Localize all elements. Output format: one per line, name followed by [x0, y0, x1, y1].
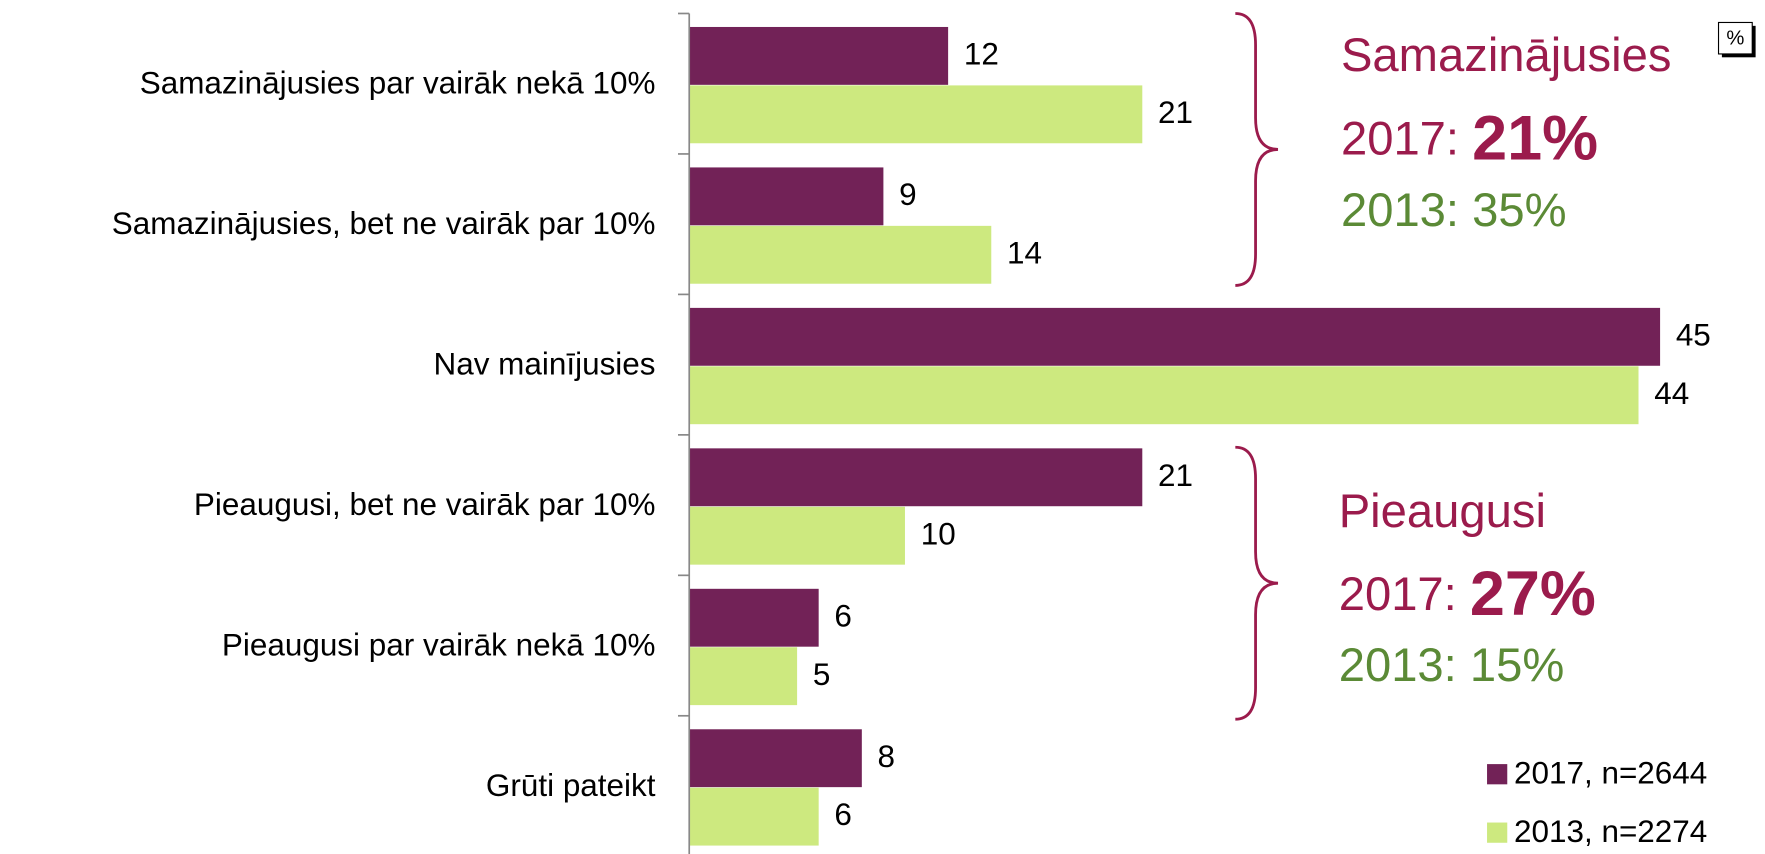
annotation-value: 27%	[1470, 558, 1596, 628]
unit-box	[1717, 21, 1753, 55]
category-label: Nav mainījusies	[434, 347, 656, 382]
bar	[689, 588, 819, 647]
bar	[689, 787, 819, 846]
legend-label: 2017, n=2644	[1514, 756, 1707, 791]
category-label: Samazinājusies par vairāk nekā 10%	[140, 66, 656, 101]
legend-label: 2013, n=2274	[1514, 814, 1707, 849]
value-label: 6	[834, 797, 852, 832]
annotation-line: 2013: 35%	[1341, 184, 1567, 237]
value-label: 44	[1654, 376, 1689, 411]
bar	[689, 307, 1661, 366]
annotation-title: Pieaugusi	[1339, 485, 1546, 538]
legend-swatch	[1487, 822, 1508, 843]
bar	[689, 448, 1143, 507]
annotation-value: 21%	[1472, 103, 1598, 173]
value-label: 5	[813, 657, 831, 692]
value-label: 12	[964, 36, 999, 71]
category-label: Grūti pateikt	[486, 768, 656, 803]
annotation-label: 2017:	[1341, 113, 1459, 166]
category-label: Pieaugusi, bet ne vairāk par 10%	[194, 487, 656, 522]
annotation-label: 2017:	[1339, 568, 1457, 621]
bar	[689, 366, 1639, 425]
brace	[1235, 445, 1279, 721]
bar	[689, 647, 798, 706]
value-label: 45	[1676, 317, 1711, 352]
bar	[689, 729, 862, 788]
value-label: 21	[1158, 458, 1193, 493]
bar	[689, 85, 1143, 144]
value-label: 8	[878, 739, 896, 774]
annotation-line: 2017: 27%	[1339, 558, 1596, 628]
bar	[689, 26, 949, 85]
bar	[689, 167, 884, 226]
value-label: 6	[834, 598, 852, 633]
annotation-line: 2013: 15%	[1339, 639, 1565, 692]
value-label: 10	[921, 516, 956, 551]
bar	[689, 225, 992, 284]
bar	[689, 506, 905, 565]
brace	[1235, 12, 1279, 287]
value-label: 9	[899, 177, 917, 212]
annotation-title: Samazinājusies	[1341, 29, 1671, 82]
category-label: Pieaugusi par vairāk nekā 10%	[222, 628, 656, 663]
annotation-line: 2017: 21%	[1341, 103, 1598, 173]
unit-label: %	[1726, 28, 1744, 50]
value-label: 14	[1007, 235, 1042, 270]
value-label: 21	[1158, 95, 1193, 130]
category-label: Samazinājusies, bet ne vairāk par 10%	[112, 206, 656, 241]
legend-swatch	[1487, 764, 1508, 785]
